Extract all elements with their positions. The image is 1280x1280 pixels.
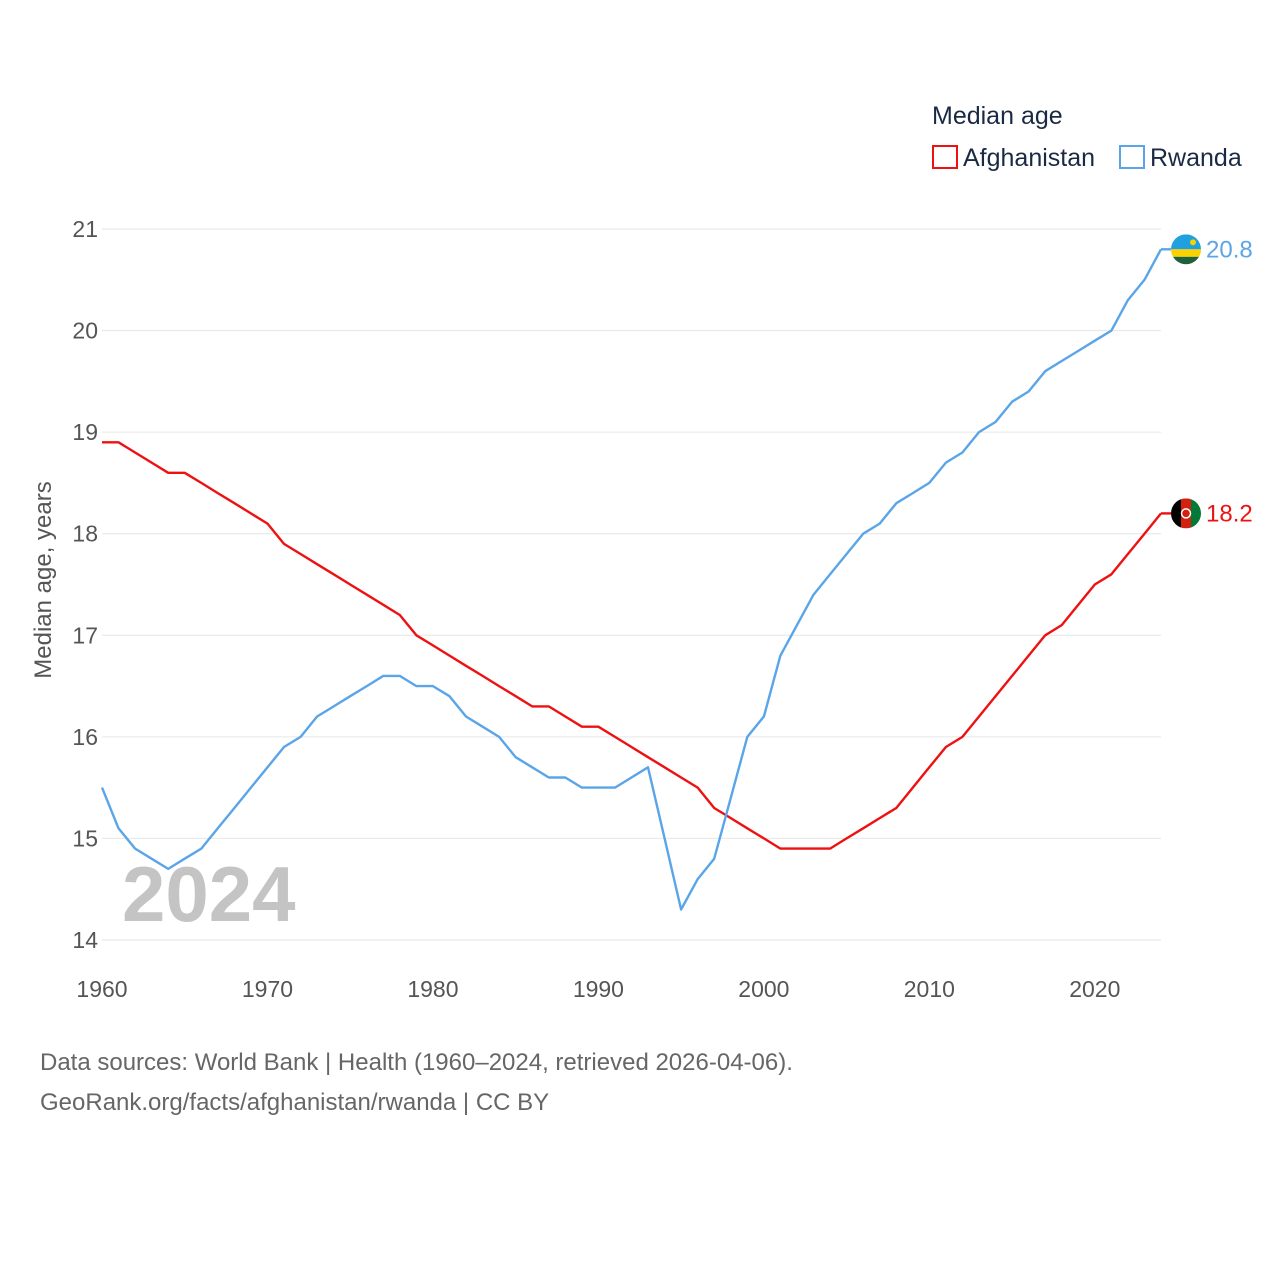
y-tick-label: 19 [72, 419, 98, 445]
legend-label-rwanda[interactable]: Rwanda [1150, 144, 1242, 172]
y-tick-label: 15 [72, 825, 98, 851]
y-tick-label: 14 [72, 927, 98, 953]
gridlines [102, 228, 1161, 941]
x-tick-label: 1960 [76, 976, 127, 1002]
y-tick-label: 21 [72, 216, 98, 242]
series-lines [100, 248, 1163, 911]
series-line-afghanistan[interactable] [102, 441, 1162, 850]
attribution-link[interactable]: GeoRank.org/facts/afghanistan/rwanda | C… [40, 1089, 550, 1116]
y-axis-ticks: 14 15 16 17 18 19 20 21 [72, 216, 98, 953]
y-tick-label: 20 [72, 318, 98, 344]
series-line-rwanda[interactable] [100, 248, 1163, 911]
legend-title: Median age [932, 102, 1063, 130]
series-endpoints: 20.8 18.2 [1161, 234, 1253, 529]
afghanistan-flag-icon [1171, 498, 1201, 529]
legend-label-afghanistan[interactable]: Afghanistan [963, 144, 1095, 172]
legend: Median age Afghanistan Rwanda [932, 102, 1242, 172]
footer: Data sources: World Bank | Health (1960–… [40, 1043, 793, 1123]
x-tick-label: 1970 [242, 976, 293, 1002]
x-tick-label: 2010 [904, 976, 955, 1002]
x-axis-ticks: 1960 1970 1980 1990 2000 2010 2020 [76, 976, 1120, 1002]
y-tick-label: 16 [72, 724, 98, 750]
data-sources-note: Data sources: World Bank | Health (1960–… [40, 1049, 793, 1076]
end-value-afghanistan: 18.2 [1206, 500, 1253, 527]
x-tick-label: 1990 [573, 976, 624, 1002]
y-axis-title: Median age, years [30, 481, 57, 678]
y-tick-label: 17 [72, 622, 98, 648]
x-tick-label: 2000 [738, 976, 789, 1002]
end-value-rwanda: 20.8 [1206, 236, 1253, 263]
y-tick-label: 18 [72, 521, 98, 547]
x-tick-label: 1980 [407, 976, 458, 1002]
chart: 14 15 16 17 18 19 20 21 1960 1970 1980 1990 2000 201… [30, 102, 1253, 1002]
legend-swatch-afghanistan[interactable] [932, 145, 958, 169]
legend-swatch-rwanda[interactable] [1119, 145, 1145, 169]
rwanda-flag-icon [1171, 234, 1201, 265]
year-watermark: 2024 [122, 850, 296, 938]
x-tick-label: 2020 [1069, 976, 1120, 1002]
